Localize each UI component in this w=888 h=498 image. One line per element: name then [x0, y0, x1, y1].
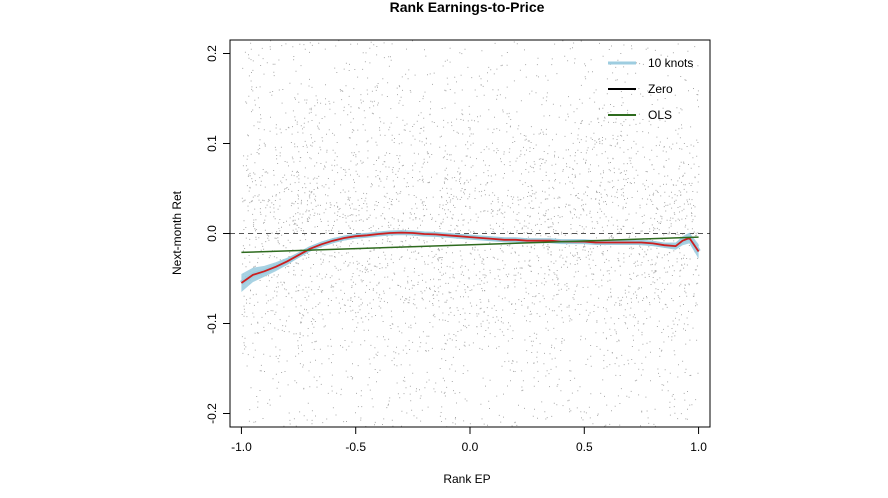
- y-tick-label: -0.1: [205, 313, 219, 334]
- legend-label: OLS: [648, 108, 672, 122]
- x-tick-label: 1.0: [690, 440, 707, 454]
- y-axis-label: Next-month Ret: [170, 190, 184, 275]
- spline-fit-line: [240, 231, 700, 284]
- y-axis: -0.2 -0.1 0.0 0.1 0.2: [205, 45, 231, 424]
- y-tick-label: -0.2: [205, 403, 219, 424]
- x-tick-label: -0.5: [345, 440, 366, 454]
- series-10-knots-line: [239, 230, 701, 286]
- legend-label: Zero: [648, 82, 673, 96]
- y-tick-label: 0.2: [205, 45, 219, 62]
- x-tick-label: 0.0: [462, 440, 479, 454]
- x-tick-label: 0.5: [576, 440, 593, 454]
- x-axis: -1.0 -0.5 0.0 0.5 1.0: [231, 426, 707, 454]
- x-tick-label: -1.0: [231, 440, 252, 454]
- y-tick-label: 0.0: [205, 225, 219, 242]
- series-ols-line: [241, 236, 699, 254]
- chart-title: Rank Earnings-to-Price: [390, 0, 545, 15]
- fit-lines: [239, 230, 701, 286]
- legend-label: 10 knots: [648, 56, 693, 70]
- x-axis-label: Rank EP: [443, 472, 490, 486]
- legend: 10 knots Zero OLS: [608, 56, 693, 122]
- y-tick-label: 0.1: [205, 135, 219, 152]
